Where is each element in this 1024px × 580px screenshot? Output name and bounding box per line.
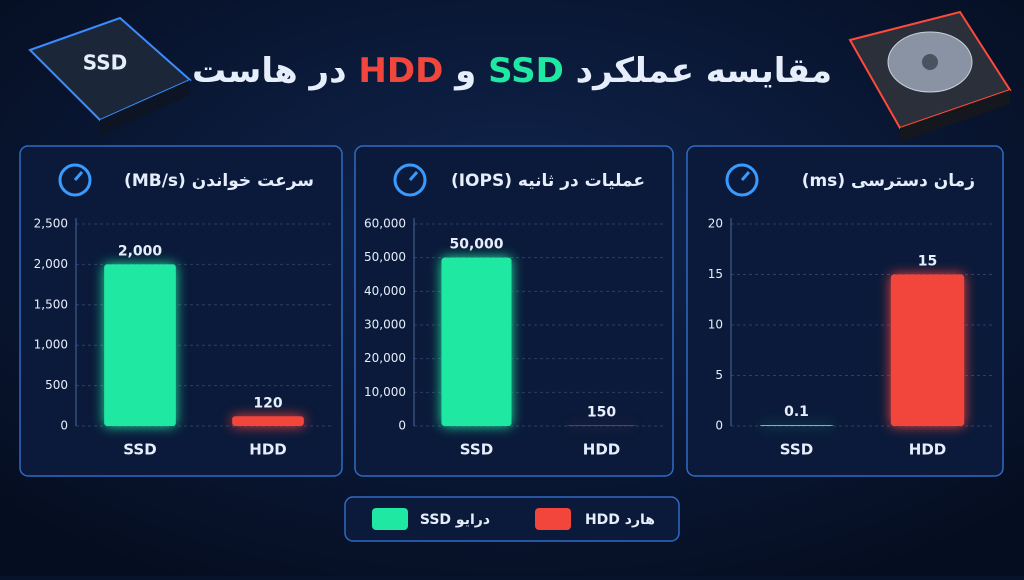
legend-box xyxy=(344,496,680,542)
legend-swatch xyxy=(535,508,571,530)
y-tick-label: 5 xyxy=(715,368,723,382)
x-tick-label: SSD xyxy=(780,441,813,459)
chart-icon xyxy=(73,171,84,181)
bar xyxy=(104,264,176,426)
title-part: SSD xyxy=(488,51,564,91)
chart-title: زمان دسترسی (ms) xyxy=(802,171,975,191)
legend-label: درایو SSD xyxy=(420,512,490,528)
chart-panel xyxy=(354,145,674,477)
bar xyxy=(890,274,965,426)
y-tick-label: 0 xyxy=(715,419,723,433)
y-tick-label: 10,000 xyxy=(364,385,406,399)
page-title: مقایسه عملکرد SSD و HDD در هاست xyxy=(192,51,832,91)
y-tick-label: 2,000 xyxy=(34,257,68,271)
legend-swatch xyxy=(372,508,408,530)
hdd-device xyxy=(848,10,1012,142)
ssd-device: SSD xyxy=(28,16,192,136)
x-tick-label: HDD xyxy=(249,441,286,459)
chart-icon xyxy=(393,163,427,197)
chart-icon xyxy=(725,163,759,197)
y-tick-label: 30,000 xyxy=(364,318,406,332)
x-tick-label: SSD xyxy=(460,441,493,459)
y-tick-label: 1,000 xyxy=(34,338,68,352)
charts: سرعت خواندن (MB/s)05001,0001,5002,0002,5… xyxy=(19,145,1004,477)
y-tick-label: 0 xyxy=(398,419,406,433)
y-tick-label: 20 xyxy=(708,217,723,231)
bar xyxy=(759,424,834,426)
title-part: در هاست xyxy=(192,51,347,91)
value-label: 50,000 xyxy=(449,237,503,253)
y-tick-label: 20,000 xyxy=(364,351,406,365)
bar xyxy=(566,425,637,426)
y-tick-label: 40,000 xyxy=(364,284,406,298)
y-tick-label: 500 xyxy=(45,378,68,392)
chart-title: سرعت خواندن (MB/s) xyxy=(124,171,314,191)
y-tick-label: 1,500 xyxy=(34,297,68,311)
y-tick-label: 50,000 xyxy=(364,250,406,264)
value-label: 150 xyxy=(587,404,616,420)
y-tick-label: 15 xyxy=(708,267,723,281)
value-label: 2,000 xyxy=(118,243,163,259)
chart-icon xyxy=(58,163,92,197)
value-label: 0.1 xyxy=(784,404,809,420)
chart-icon xyxy=(408,171,419,181)
y-tick-label: 2,500 xyxy=(34,217,68,231)
legend-label: هارد HDD xyxy=(585,512,655,528)
bar xyxy=(232,416,304,426)
y-tick-label: 60,000 xyxy=(364,217,406,231)
title-part: HDD xyxy=(358,51,443,91)
bar xyxy=(441,257,512,426)
value-label: 120 xyxy=(253,395,282,411)
x-tick-label: HDD xyxy=(909,441,946,459)
ssd-chip-label: SSD xyxy=(83,51,128,75)
legend: درایو SSD هارد HDD xyxy=(372,508,655,530)
title-part: و xyxy=(453,51,476,91)
x-tick-label: HDD xyxy=(583,441,620,459)
chart-panel xyxy=(19,145,343,477)
chart-title: عملیات در ثانیه (IOPS) xyxy=(451,171,645,191)
y-tick-label: 10 xyxy=(708,318,723,332)
title-part: مقایسه عملکرد xyxy=(576,51,832,91)
y-tick-label: 0 xyxy=(60,419,68,433)
chart-icon xyxy=(740,171,751,181)
value-label: 15 xyxy=(918,254,937,270)
x-tick-label: SSD xyxy=(123,441,156,459)
